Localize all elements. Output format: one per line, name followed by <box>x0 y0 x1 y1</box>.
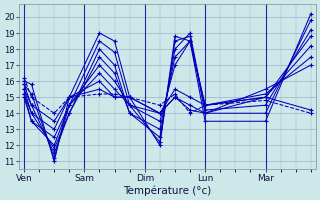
X-axis label: Température (°c): Température (°c) <box>123 185 212 196</box>
